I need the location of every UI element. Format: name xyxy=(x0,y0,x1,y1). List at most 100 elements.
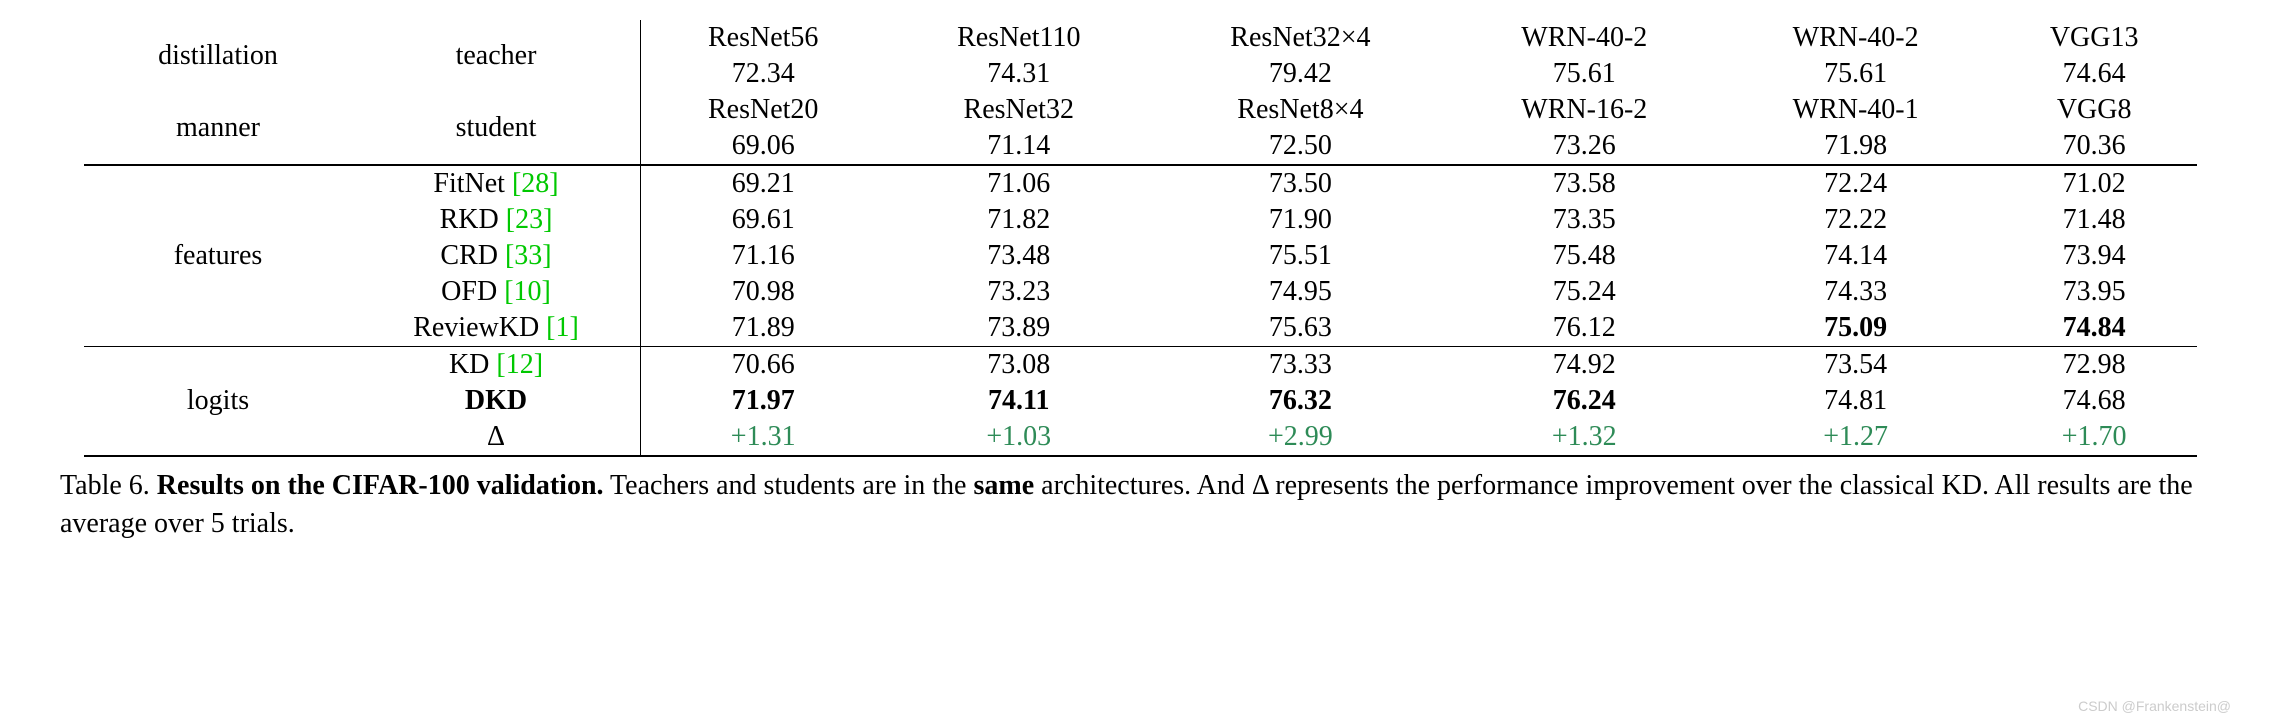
method-cell: OFD [10] xyxy=(352,274,641,310)
value-cell: 74.11 xyxy=(885,383,1152,419)
value-cell: 74.14 xyxy=(1720,238,1991,274)
citation: [10] xyxy=(504,276,551,307)
student-acc-1: 71.14 xyxy=(885,128,1152,165)
table-row: ReviewKD [1]71.8973.8975.6376.1275.0974.… xyxy=(84,310,2197,347)
student-model-5: VGG8 xyxy=(1991,92,2197,128)
value-cell: 71.90 xyxy=(1152,202,1448,238)
table-row: featuresFitNet [28]69.2171.0673.5073.587… xyxy=(84,165,2197,202)
method-name: Δ xyxy=(487,421,505,452)
col-teacher-0: ResNet56 xyxy=(641,20,886,56)
value-cell: 73.08 xyxy=(885,347,1152,384)
value-cell: +1.03 xyxy=(885,419,1152,456)
student-model-0: ResNet20 xyxy=(641,92,886,128)
teacher-acc-4: 75.61 xyxy=(1720,56,1991,92)
value-cell: +1.27 xyxy=(1720,419,1991,456)
value-cell: 73.23 xyxy=(885,274,1152,310)
method-cell: Δ xyxy=(352,419,641,456)
method-cell: KD [12] xyxy=(352,347,641,384)
method-cell: CRD [33] xyxy=(352,238,641,274)
logits-group: logitsKD [12]70.6673.0873.3374.9273.5472… xyxy=(84,347,2197,458)
value-cell: +1.31 xyxy=(641,419,886,456)
value-cell: 73.58 xyxy=(1449,165,1720,202)
value-cell: 71.48 xyxy=(1991,202,2197,238)
caption-same: same xyxy=(973,470,1034,501)
table-row: OFD [10]70.9873.2374.9575.2474.3373.95 xyxy=(84,274,2197,310)
student-model-4: WRN-40-1 xyxy=(1720,92,1991,128)
value-cell: +1.70 xyxy=(1991,419,2197,456)
student-acc-4: 71.98 xyxy=(1720,128,1991,165)
teacher-label: teacher xyxy=(352,20,641,92)
features-group: featuresFitNet [28]69.2171.0673.5073.587… xyxy=(84,165,2197,347)
value-cell: 75.63 xyxy=(1152,310,1448,347)
table-row: RKD [23]69.6171.8271.9073.3572.2271.48 xyxy=(84,202,2197,238)
teacher-acc-3: 75.61 xyxy=(1449,56,1720,92)
value-cell: 69.21 xyxy=(641,165,886,202)
value-cell: 73.48 xyxy=(885,238,1152,274)
value-cell: 75.51 xyxy=(1152,238,1448,274)
col-teacher-5: VGG13 xyxy=(1991,20,2197,56)
citation: [23] xyxy=(506,204,553,235)
student-acc-0: 69.06 xyxy=(641,128,886,165)
bottom-rule xyxy=(84,456,2197,457)
student-model-3: WRN-16-2 xyxy=(1449,92,1720,128)
caption-prefix: Table 6. xyxy=(60,470,157,501)
value-cell: 73.35 xyxy=(1449,202,1720,238)
value-cell: 73.89 xyxy=(885,310,1152,347)
teacher-acc-2: 79.42 xyxy=(1152,56,1448,92)
citation: [1] xyxy=(546,312,579,343)
col-teacher-4: WRN-40-2 xyxy=(1720,20,1991,56)
method-cell: DKD xyxy=(352,383,641,419)
value-cell: 74.81 xyxy=(1720,383,1991,419)
value-cell: 76.12 xyxy=(1449,310,1720,347)
citation: [28] xyxy=(512,168,559,199)
value-cell: +1.32 xyxy=(1449,419,1720,456)
value-cell: 70.66 xyxy=(641,347,886,384)
col-teacher-3: WRN-40-2 xyxy=(1449,20,1720,56)
caption-title: Results on the CIFAR-100 validation. xyxy=(157,470,604,501)
value-cell: 71.16 xyxy=(641,238,886,274)
value-cell: 75.09 xyxy=(1720,310,1991,347)
method-name: CRD xyxy=(440,240,498,271)
method-name: OFD xyxy=(441,276,497,307)
value-cell: 69.61 xyxy=(641,202,886,238)
value-cell: 75.24 xyxy=(1449,274,1720,310)
method-name: ReviewKD xyxy=(413,312,539,343)
table-row: Δ+1.31+1.03+2.99+1.32+1.27+1.70 xyxy=(84,419,2197,456)
value-cell: 71.97 xyxy=(641,383,886,419)
value-cell: 75.48 xyxy=(1449,238,1720,274)
citation: [12] xyxy=(496,349,543,380)
distill-label-line2: manner xyxy=(84,92,352,165)
teacher-acc-5: 74.64 xyxy=(1991,56,2197,92)
value-cell: 73.94 xyxy=(1991,238,2197,274)
value-cell: 72.98 xyxy=(1991,347,2197,384)
results-table: distillation teacher ResNet56 ResNet110 … xyxy=(84,20,2197,457)
value-cell: 74.92 xyxy=(1449,347,1720,384)
student-acc-5: 70.36 xyxy=(1991,128,2197,165)
value-cell: 76.32 xyxy=(1152,383,1448,419)
value-cell: 73.54 xyxy=(1720,347,1991,384)
student-model-2: ResNet8×4 xyxy=(1152,92,1448,128)
student-label: student xyxy=(352,92,641,165)
value-cell: 71.02 xyxy=(1991,165,2197,202)
value-cell: 70.98 xyxy=(641,274,886,310)
value-cell: 71.82 xyxy=(885,202,1152,238)
distill-label-line1: distillation xyxy=(84,20,352,92)
student-model-1: ResNet32 xyxy=(885,92,1152,128)
value-cell: 74.33 xyxy=(1720,274,1991,310)
table-row: logitsKD [12]70.6673.0873.3374.9273.5472… xyxy=(84,347,2197,384)
method-name: FitNet xyxy=(433,168,505,199)
value-cell: 74.84 xyxy=(1991,310,2197,347)
table-row: CRD [33]71.1673.4875.5175.4874.1473.94 xyxy=(84,238,2197,274)
method-cell: FitNet [28] xyxy=(352,165,641,202)
method-cell: ReviewKD [1] xyxy=(352,310,641,347)
header-row-student-models: manner student ResNet20 ResNet32 ResNet8… xyxy=(84,92,2197,128)
value-cell: 72.24 xyxy=(1720,165,1991,202)
value-cell: 76.24 xyxy=(1449,383,1720,419)
group-label: features xyxy=(84,165,352,347)
method-cell: RKD [23] xyxy=(352,202,641,238)
col-teacher-2: ResNet32×4 xyxy=(1152,20,1448,56)
caption-body1: Teachers and students are in the xyxy=(604,470,974,501)
value-cell: 71.06 xyxy=(885,165,1152,202)
value-cell: 72.22 xyxy=(1720,202,1991,238)
value-cell: 73.33 xyxy=(1152,347,1448,384)
